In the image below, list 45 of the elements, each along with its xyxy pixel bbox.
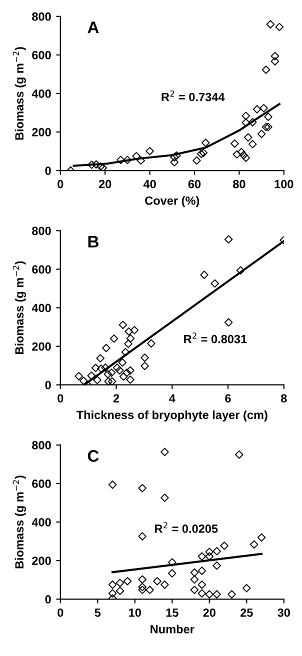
y-axis-title: Biomass (g m$^{−2}$) [12, 476, 26, 568]
x-tick-label: 20 [203, 608, 216, 617]
x-tick-label: 30 [278, 608, 290, 617]
x-tick-label: 10 [129, 608, 141, 617]
chart-title: B [88, 236, 98, 248]
y-tick-label: 400 [32, 90, 51, 98]
y-tick-label: 0 [45, 380, 51, 390]
x-tick-label: 80 [232, 180, 246, 188]
x-tick-label: 0 [58, 180, 64, 188]
y-tick-label: 800 [32, 226, 51, 236]
annotation: R$^{2}$ = 0.0205 [155, 522, 218, 533]
y-tick-label: 0 [45, 166, 51, 175]
y-tick-label: 600 [32, 265, 51, 274]
x-tick-label: 0 [58, 608, 64, 617]
annotation: R$^{2}$ = 0.7344 [162, 90, 225, 102]
x-tick-label: 4 [169, 394, 176, 402]
x-tick-label: 8 [280, 394, 287, 403]
x-tick-label: 60 [188, 180, 201, 188]
y-tick-label: 800 [32, 12, 51, 21]
x-axis-title: Thickness of bryophyte layer (cm) [76, 410, 268, 422]
y-tick-label: 800 [32, 441, 51, 450]
y-tick-label: 0 [45, 595, 51, 604]
y-tick-label: 600 [32, 480, 51, 488]
chart-title: C [88, 450, 99, 462]
y-axis-title: Biomass (g m$^{−2}$) [12, 261, 26, 354]
x-tick-label: 2 [113, 394, 120, 402]
x-axis-title: Number [150, 624, 194, 634]
y-axis-title: Biomass (g m$^{−2}$) [12, 47, 26, 140]
x-axis-title: Cover (%) [145, 196, 200, 208]
x-tick-label: 6 [225, 394, 231, 403]
y-tick-label: 600 [32, 50, 51, 60]
y-tick-label: 200 [32, 128, 51, 136]
chart-title: A [88, 22, 99, 34]
y-tick-label: 400 [32, 518, 51, 526]
x-tick-label: 40 [143, 180, 156, 188]
x-tick-label: 20 [98, 180, 112, 188]
x-tick-label: 15 [166, 608, 178, 617]
y-tick-label: 200 [32, 556, 51, 565]
annotation: R$^{2}$ = 0.8031 [184, 332, 247, 344]
x-tick-label: 0 [58, 394, 64, 403]
x-tick-label: 100 [274, 180, 294, 188]
y-tick-label: 200 [32, 342, 51, 351]
y-tick-label: 400 [32, 304, 51, 312]
x-tick-label: 25 [240, 608, 253, 617]
x-tick-label: 5 [94, 608, 101, 617]
